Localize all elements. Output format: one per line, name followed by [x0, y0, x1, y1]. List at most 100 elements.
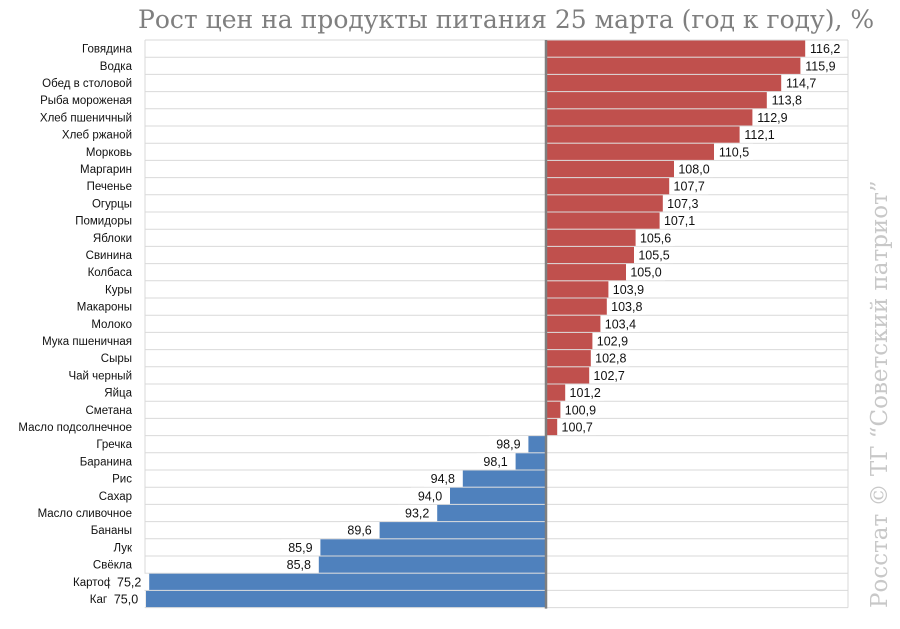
bar-layer — [146, 40, 806, 608]
value-label: 107,7 — [674, 180, 705, 194]
value-label-bg — [281, 539, 320, 556]
value-label-bg — [411, 487, 449, 504]
value-label-bg — [663, 195, 702, 212]
bar — [149, 573, 546, 590]
value-label-bg — [609, 281, 648, 298]
bar — [379, 522, 546, 539]
value-label-bg — [627, 264, 665, 281]
value-label-bg — [740, 126, 779, 143]
category-label: Макароны — [77, 302, 132, 314]
bar — [515, 453, 546, 470]
value-label-bg — [675, 160, 713, 178]
value-label: 103,9 — [613, 283, 644, 297]
category-label: Печенье — [87, 181, 132, 193]
value-label: 105,0 — [630, 266, 661, 280]
category-label: Свёкла — [93, 560, 133, 572]
value-label: 89,6 — [347, 524, 371, 538]
category-label: Колбаса — [88, 267, 133, 279]
value-label-layer: 116,2 115,9 114,7 113,8 112,9 112,1 110,5 108,0… — [107, 40, 845, 608]
category-label: Сахар — [99, 491, 132, 503]
value-label: 107,3 — [667, 197, 698, 211]
category-label: Куры — [105, 284, 132, 296]
bar — [546, 40, 806, 57]
value-label: 112,9 — [757, 111, 787, 125]
value-label-bg — [566, 384, 605, 401]
value-label-bg — [279, 556, 318, 573]
value-label-bg — [340, 522, 379, 539]
bar — [546, 418, 558, 436]
category-label: Мука пшеничная — [42, 336, 132, 348]
bar — [546, 212, 660, 229]
bar — [450, 487, 546, 504]
category-label: Обед в столовой — [42, 78, 132, 90]
category-label: Лук — [114, 542, 133, 554]
value-label-bg — [561, 401, 600, 418]
category-label: Масло подсолнечное — [18, 422, 132, 434]
category-label: Яйца — [104, 388, 132, 400]
bar — [546, 74, 782, 92]
category-label: Морковь — [86, 147, 132, 159]
category-label: Водка — [100, 61, 133, 73]
value-label-bg — [753, 109, 792, 126]
value-label: 101,2 — [570, 386, 601, 400]
category-label: Говядина — [82, 44, 133, 56]
value-label-bg — [423, 470, 462, 487]
category-label: Хлеб пшеничный — [40, 112, 132, 124]
category-label: Яблоки — [93, 233, 132, 245]
value-label-bg — [110, 573, 149, 590]
value-label: 102,9 — [597, 335, 628, 349]
value-label: 100,7 — [562, 421, 593, 435]
bar — [462, 470, 546, 487]
bar — [546, 229, 636, 246]
value-label: 75,2 — [117, 575, 141, 589]
category-label: Свинина — [86, 250, 133, 262]
value-label: 103,4 — [605, 317, 636, 331]
value-label-bg — [767, 92, 806, 109]
category-label-layer: Говядина Водка Обед в столовой Рыба морожен… — [18, 44, 133, 606]
bar — [546, 126, 740, 143]
value-label: 75,0 — [114, 593, 138, 607]
value-label-bg — [635, 246, 673, 264]
category-label: Сметана — [85, 405, 132, 417]
value-label: 93,2 — [405, 507, 429, 521]
value-label-bg — [782, 74, 821, 92]
value-label-bg — [806, 40, 845, 57]
category-label: Масло сливочное — [38, 508, 132, 520]
value-label: 107,1 — [664, 214, 695, 228]
chart-title: Рост цен на продукты питания 25 марта (г… — [138, 5, 875, 34]
value-label-bg — [107, 590, 145, 608]
bar — [318, 556, 546, 573]
bar — [546, 298, 607, 315]
bar — [437, 504, 546, 522]
bar — [528, 436, 546, 453]
category-label: Рис — [112, 474, 132, 486]
bar — [546, 246, 634, 264]
category-label: Рыба мороженая — [40, 95, 132, 107]
category-label: Помидоры — [75, 216, 132, 228]
value-label-bg — [593, 332, 632, 350]
category-label: Молоко — [91, 319, 132, 331]
value-label-bg — [601, 315, 640, 332]
value-label-bg — [476, 453, 515, 470]
category-label: Огурцы — [92, 198, 132, 210]
bar — [546, 350, 591, 367]
value-label-bg — [590, 367, 629, 384]
value-label-bg — [670, 178, 709, 195]
value-label: 94,8 — [431, 472, 455, 486]
category-label: Сыры — [101, 353, 132, 365]
bar — [546, 384, 566, 401]
value-label: 108,0 — [678, 163, 709, 177]
bar — [546, 367, 590, 384]
value-label: 105,6 — [640, 231, 671, 245]
category-label: Хлеб ржаной — [62, 130, 132, 142]
bar — [546, 143, 714, 160]
value-label: 116,2 — [810, 42, 840, 56]
value-label: 105,5 — [638, 249, 669, 263]
value-label-bg — [591, 350, 630, 367]
bar — [320, 539, 546, 556]
value-label-bg — [715, 143, 753, 160]
bar — [546, 57, 801, 74]
bar — [546, 195, 663, 212]
bar — [546, 178, 670, 195]
